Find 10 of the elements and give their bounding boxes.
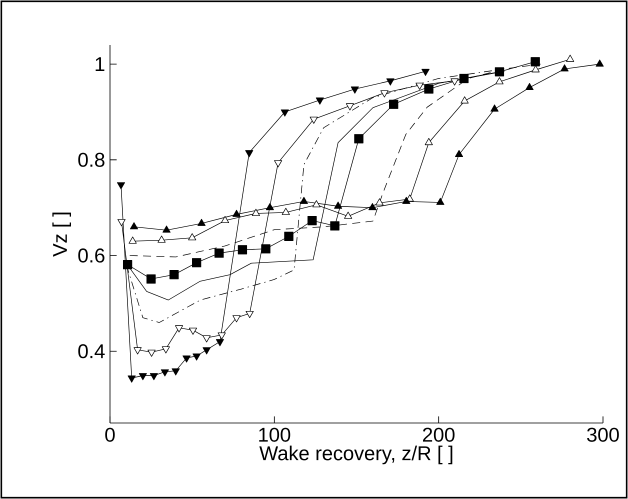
x-tick-label: 200 <box>422 428 455 442</box>
x-tick-label: 300 <box>587 428 619 442</box>
y-tick-label: 0.8 <box>78 152 104 167</box>
x-tick-label: 100 <box>259 428 290 442</box>
y-tick-label: 0.4 <box>78 344 105 358</box>
y-axis-title: Vz [ ] <box>52 212 71 257</box>
y-tick-label: 0.6 <box>78 248 104 263</box>
x-tick-label: 0 <box>105 428 115 442</box>
y-tick-label: 1 <box>96 57 104 72</box>
x-axis-title: Wake recovery, z/R [ ] <box>259 446 452 464</box>
